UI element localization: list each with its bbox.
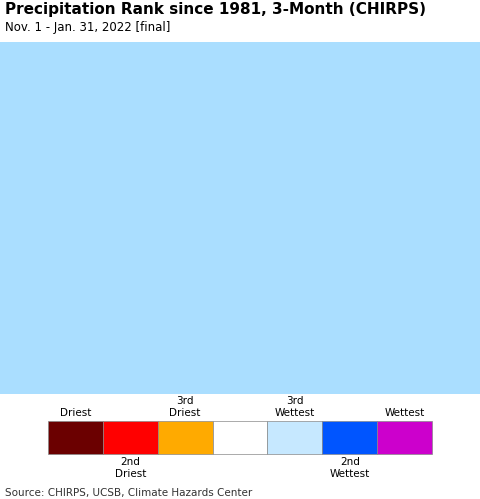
Text: 2nd
Wettest: 2nd Wettest: [330, 457, 370, 479]
Bar: [377, 421, 432, 454]
Text: Source: CHIRPS, UCSB, Climate Hazards Center: Source: CHIRPS, UCSB, Climate Hazards Ce…: [5, 488, 252, 498]
Text: Driest: Driest: [60, 408, 91, 418]
Text: 3rd
Wettest: 3rd Wettest: [275, 396, 315, 418]
Text: Wettest: Wettest: [384, 408, 425, 418]
Bar: [322, 421, 377, 454]
Text: 3rd
Driest: 3rd Driest: [169, 396, 201, 418]
Bar: [213, 421, 267, 454]
Text: 2nd
Driest: 2nd Driest: [115, 457, 146, 479]
Bar: [158, 421, 213, 454]
Bar: [48, 421, 103, 454]
Text: Precipitation Rank since 1981, 3-Month (CHIRPS): Precipitation Rank since 1981, 3-Month (…: [5, 2, 426, 17]
Bar: [103, 421, 158, 454]
Bar: [267, 421, 322, 454]
Text: Nov. 1 - Jan. 31, 2022 [final]: Nov. 1 - Jan. 31, 2022 [final]: [5, 21, 170, 34]
